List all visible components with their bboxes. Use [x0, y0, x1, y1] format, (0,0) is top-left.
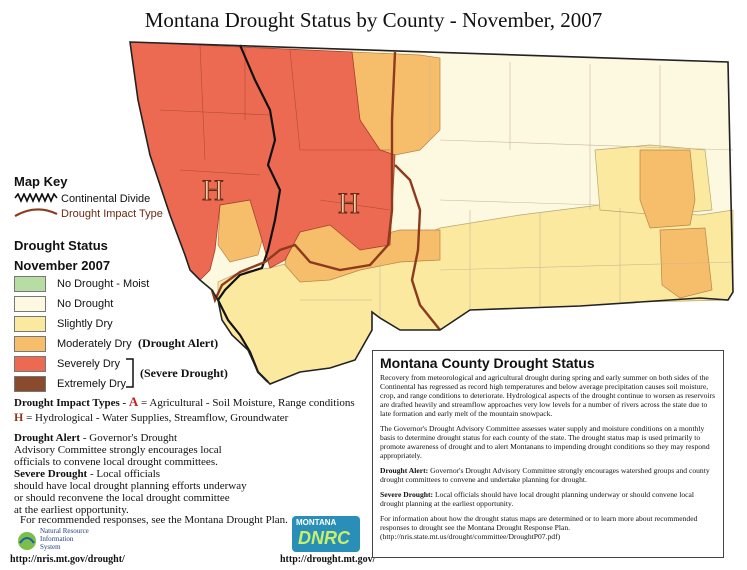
impact-types-line-a: Drought Impact Types - A = Agricultural …	[14, 394, 355, 409]
severe-bracket	[126, 358, 134, 388]
drought-url-link[interactable]: http://drought.mt.gov/	[280, 554, 376, 565]
swatch-no-drought-moist	[14, 276, 46, 292]
severe-drought-note-title: Severe Drought	[14, 468, 88, 480]
dnrc-logo: MONTANA DNRC	[292, 516, 360, 552]
swatch-severely-dry	[14, 356, 46, 372]
info-box-heading: Montana County Drought Status	[380, 355, 595, 371]
drought-alert-note: Drought Alert - Governor's Drought Advis…	[14, 432, 222, 468]
severe-county-lines	[159, 44, 391, 211]
severe-drought-note-line: should have local drought planning effor…	[14, 480, 247, 492]
drought-status-info-box: Montana County Drought Status Recovery f…	[372, 350, 724, 558]
hydrological-description: = Hydrological - Water Supplies, Streamf…	[26, 412, 289, 424]
drought-status-date: November 2007	[14, 258, 111, 273]
legend-slightly-dry: Slightly Dry	[57, 318, 113, 330]
nris-logo-text: Natural Resource Information System	[40, 527, 89, 551]
info-paragraph-recovery: Recovery from meteorological and agricul…	[380, 373, 716, 418]
info-paragraph-committee: The Governor's Drought Advisory Committe…	[380, 424, 710, 460]
severe-drought-note-title-rest: - Local officials	[89, 468, 161, 480]
legend-severely-dry: Severely Dry	[57, 358, 120, 370]
nris-logo-line: System	[40, 543, 61, 551]
region-moderately-dry-east	[639, 149, 696, 229]
info-paragraph-alert: Drought Alert: Governor's Drought Adviso…	[380, 466, 716, 484]
continental-divide-line	[216, 44, 282, 383]
continental-divide-label: Continental Divide	[61, 193, 151, 205]
map-key-heading: Map Key	[14, 174, 68, 189]
nris-url-link[interactable]: http://nris.mt.gov/drought/	[10, 554, 125, 565]
swatch-moderately-dry	[14, 336, 46, 352]
county-lines	[300, 60, 734, 318]
agricultural-description: = Agricultural - Soil Moisture, Range co…	[141, 397, 355, 409]
severe-drought-note-line: or should reconvene the local drought co…	[14, 492, 230, 504]
info-alert-text: Governor's Drought Advisory Committee st…	[380, 466, 710, 484]
info-severe-text: Local officials should have local drough…	[380, 490, 695, 508]
nris-logo-line: Information	[40, 535, 74, 543]
nris-logo-line: Natural Resource	[40, 527, 89, 535]
severe-drought-tag: (Severe Drought)	[140, 366, 228, 380]
legend-extremely-dry: Extremely Dry	[57, 378, 127, 390]
agricultural-symbol: A	[128, 394, 139, 409]
impact-types-line-h: H = Hydrological - Water Supplies, Strea…	[14, 411, 288, 424]
severe-drought-note: Severe Drought - Local officials should …	[14, 468, 247, 516]
drought-alert-tag: (Drought Alert)	[138, 336, 219, 350]
drought-status-heading: Drought Status	[14, 238, 108, 253]
swatch-extremely-dry	[14, 376, 46, 392]
drought-alert-note-line: Advisory Committee strongly encourages l…	[14, 444, 222, 456]
dnrc-logo-letters: DNRC	[298, 528, 350, 548]
drought-alert-note-title: Drought Alert	[14, 432, 81, 444]
map-title: Montana Drought Status by County - Novem…	[144, 8, 603, 32]
hydrological-marker: H	[202, 174, 224, 207]
drought-impact-boundary-south	[394, 164, 441, 331]
info-alert-label: Drought Alert:	[380, 466, 429, 475]
nris-logo-icon	[18, 532, 36, 550]
dnrc-logo-montana: MONTANA	[296, 518, 337, 527]
drought-impact-boundary	[210, 51, 397, 304]
legend-no-drought: No Drought	[57, 298, 114, 310]
drought-impact-type-label: Drought Impact Type	[61, 208, 163, 220]
severe-drought-note-line: at the earliest opportunity.	[14, 504, 129, 516]
legend-moderately-dry: Moderately Dry	[57, 338, 132, 350]
drought-alert-note-title-rest: - Governor's Drought	[82, 432, 178, 444]
swatch-slightly-dry	[14, 316, 46, 332]
drought-alert-note-line: officials to convene local drought commi…	[14, 456, 218, 468]
continental-divide-icon	[14, 193, 58, 203]
hydrological-marker: H	[338, 187, 360, 220]
impact-types-heading: Drought Impact Types -	[14, 397, 127, 409]
info-paragraph-more: For information about how the drought st…	[380, 514, 698, 541]
swatch-no-drought	[14, 296, 46, 312]
drought-plan-note: For recommended responses, see the Monta…	[20, 514, 288, 526]
drought-impact-type-icon	[14, 208, 58, 217]
legend-no-drought-moist: No Drought - Moist	[57, 278, 150, 290]
hydrological-symbol: H	[14, 410, 24, 424]
info-severe-label: Severe Drought:	[380, 490, 434, 499]
state-outline	[129, 41, 734, 385]
info-paragraph-severe: Severe Drought: Local officials should h…	[380, 490, 716, 508]
